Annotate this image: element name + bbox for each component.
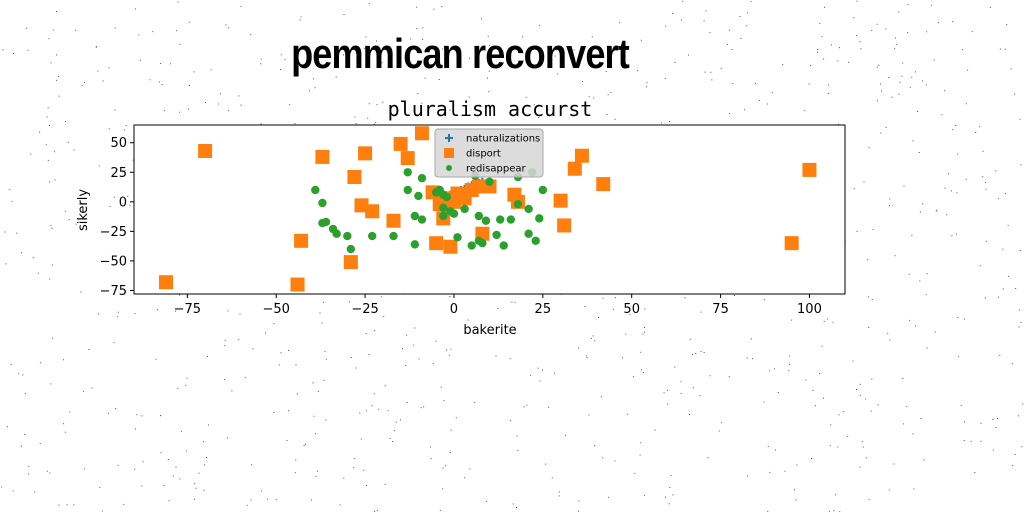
redisappear-point	[367, 231, 377, 241]
redisappear-point	[311, 185, 320, 195]
legend-marker-naturalizations	[445, 134, 453, 142]
redisappear-point	[460, 204, 469, 214]
disport-point	[574, 148, 589, 163]
redisappear-point	[403, 185, 412, 195]
disport-point	[315, 149, 330, 164]
legend-label-naturalizations: naturalizations	[466, 134, 540, 145]
disport-point	[347, 170, 362, 184]
redisappear-point	[492, 230, 501, 240]
redisappear-point	[481, 216, 491, 225]
redisappear-point	[535, 214, 544, 223]
legend-marker-disport	[444, 148, 454, 158]
y-tick-label: 50	[110, 136, 127, 151]
redisappear-point	[321, 217, 331, 227]
redisappear-point	[538, 185, 548, 195]
y-tick-label: −50	[100, 254, 127, 269]
disport-point	[354, 198, 369, 213]
disport-point	[365, 204, 380, 219]
redisappear-point	[513, 199, 523, 209]
disport-point	[567, 161, 582, 176]
disport-point	[471, 179, 486, 194]
disport-point	[198, 144, 213, 158]
x-tick-label: −25	[351, 302, 378, 317]
legend-label-disport: disport	[466, 149, 501, 160]
disport-point	[802, 162, 817, 177]
disport-point	[386, 213, 401, 228]
x-tick-label: 75	[712, 302, 729, 317]
disport-point	[553, 193, 568, 208]
disport-point	[784, 236, 799, 251]
redisappear-point	[410, 240, 420, 249]
x-tick-label: 25	[535, 302, 552, 317]
plot-frame	[133, 124, 846, 295]
disport-point	[414, 126, 429, 141]
redisappear-point	[531, 236, 540, 246]
x-tick-label: 100	[797, 302, 822, 317]
redisappear-point	[439, 211, 448, 221]
y-tick-label: −25	[100, 225, 127, 240]
legend-marker-redisappear	[446, 165, 452, 171]
redisappear-point	[343, 231, 352, 241]
disport-point	[393, 136, 408, 151]
redisappear-point	[442, 192, 452, 202]
redisappear-point	[389, 231, 398, 241]
redisappear-point	[417, 215, 427, 224]
disport-point	[400, 151, 415, 166]
disport-point	[158, 275, 173, 290]
redisappear-point	[318, 198, 327, 208]
redisappear-point	[478, 238, 487, 248]
legend-box	[434, 128, 544, 178]
disport-point	[290, 277, 305, 292]
redisappear-point	[453, 233, 462, 242]
redisappear-point	[506, 215, 516, 224]
x-tick-label: −50	[262, 302, 289, 317]
disport-point	[443, 239, 458, 254]
disport-point	[596, 177, 611, 192]
chart-title: pluralism accurst	[388, 97, 593, 121]
redisappear-point	[449, 209, 459, 218]
redisappear-point	[439, 203, 448, 212]
redisappear-point	[524, 204, 533, 214]
x-axis-label: bakerite	[463, 323, 516, 338]
redisappear-point	[495, 215, 505, 224]
redisappear-point	[332, 229, 341, 238]
legend: naturalizations disport redisappear	[434, 128, 544, 178]
y-tick-label: 25	[110, 166, 127, 181]
redisappear-point	[499, 241, 508, 250]
redisappear-point	[524, 229, 533, 238]
disport-point	[294, 233, 309, 248]
redisappear-point	[485, 177, 494, 186]
x-tick-label: −75	[174, 302, 201, 317]
disport-point	[343, 255, 358, 270]
axes: −75 −50 −25 0 25 50 75 100 −75 −50 −25 0 25 50	[100, 124, 846, 317]
page-headline: pemmican reconvert	[291, 30, 630, 77]
redisappear-point	[403, 168, 412, 177]
redisappear-point	[467, 241, 476, 250]
redisappear-point	[474, 211, 484, 221]
x-tick-label: 0	[450, 302, 458, 317]
redisappear-point	[417, 173, 427, 183]
y-axis-label: sikerly	[76, 189, 91, 231]
redisappear-point	[414, 191, 423, 201]
disport-point	[429, 236, 444, 251]
series-redisappear	[311, 168, 548, 254]
x-tick-label: 50	[623, 302, 640, 317]
redisappear-point	[410, 211, 420, 221]
y-tick-label: −75	[100, 284, 127, 299]
redisappear-point	[346, 244, 356, 254]
disport-point	[358, 146, 373, 161]
disport-point	[557, 218, 572, 233]
legend-label-redisappear: redisappear	[466, 164, 526, 175]
y-tick-label: 0	[119, 195, 127, 210]
